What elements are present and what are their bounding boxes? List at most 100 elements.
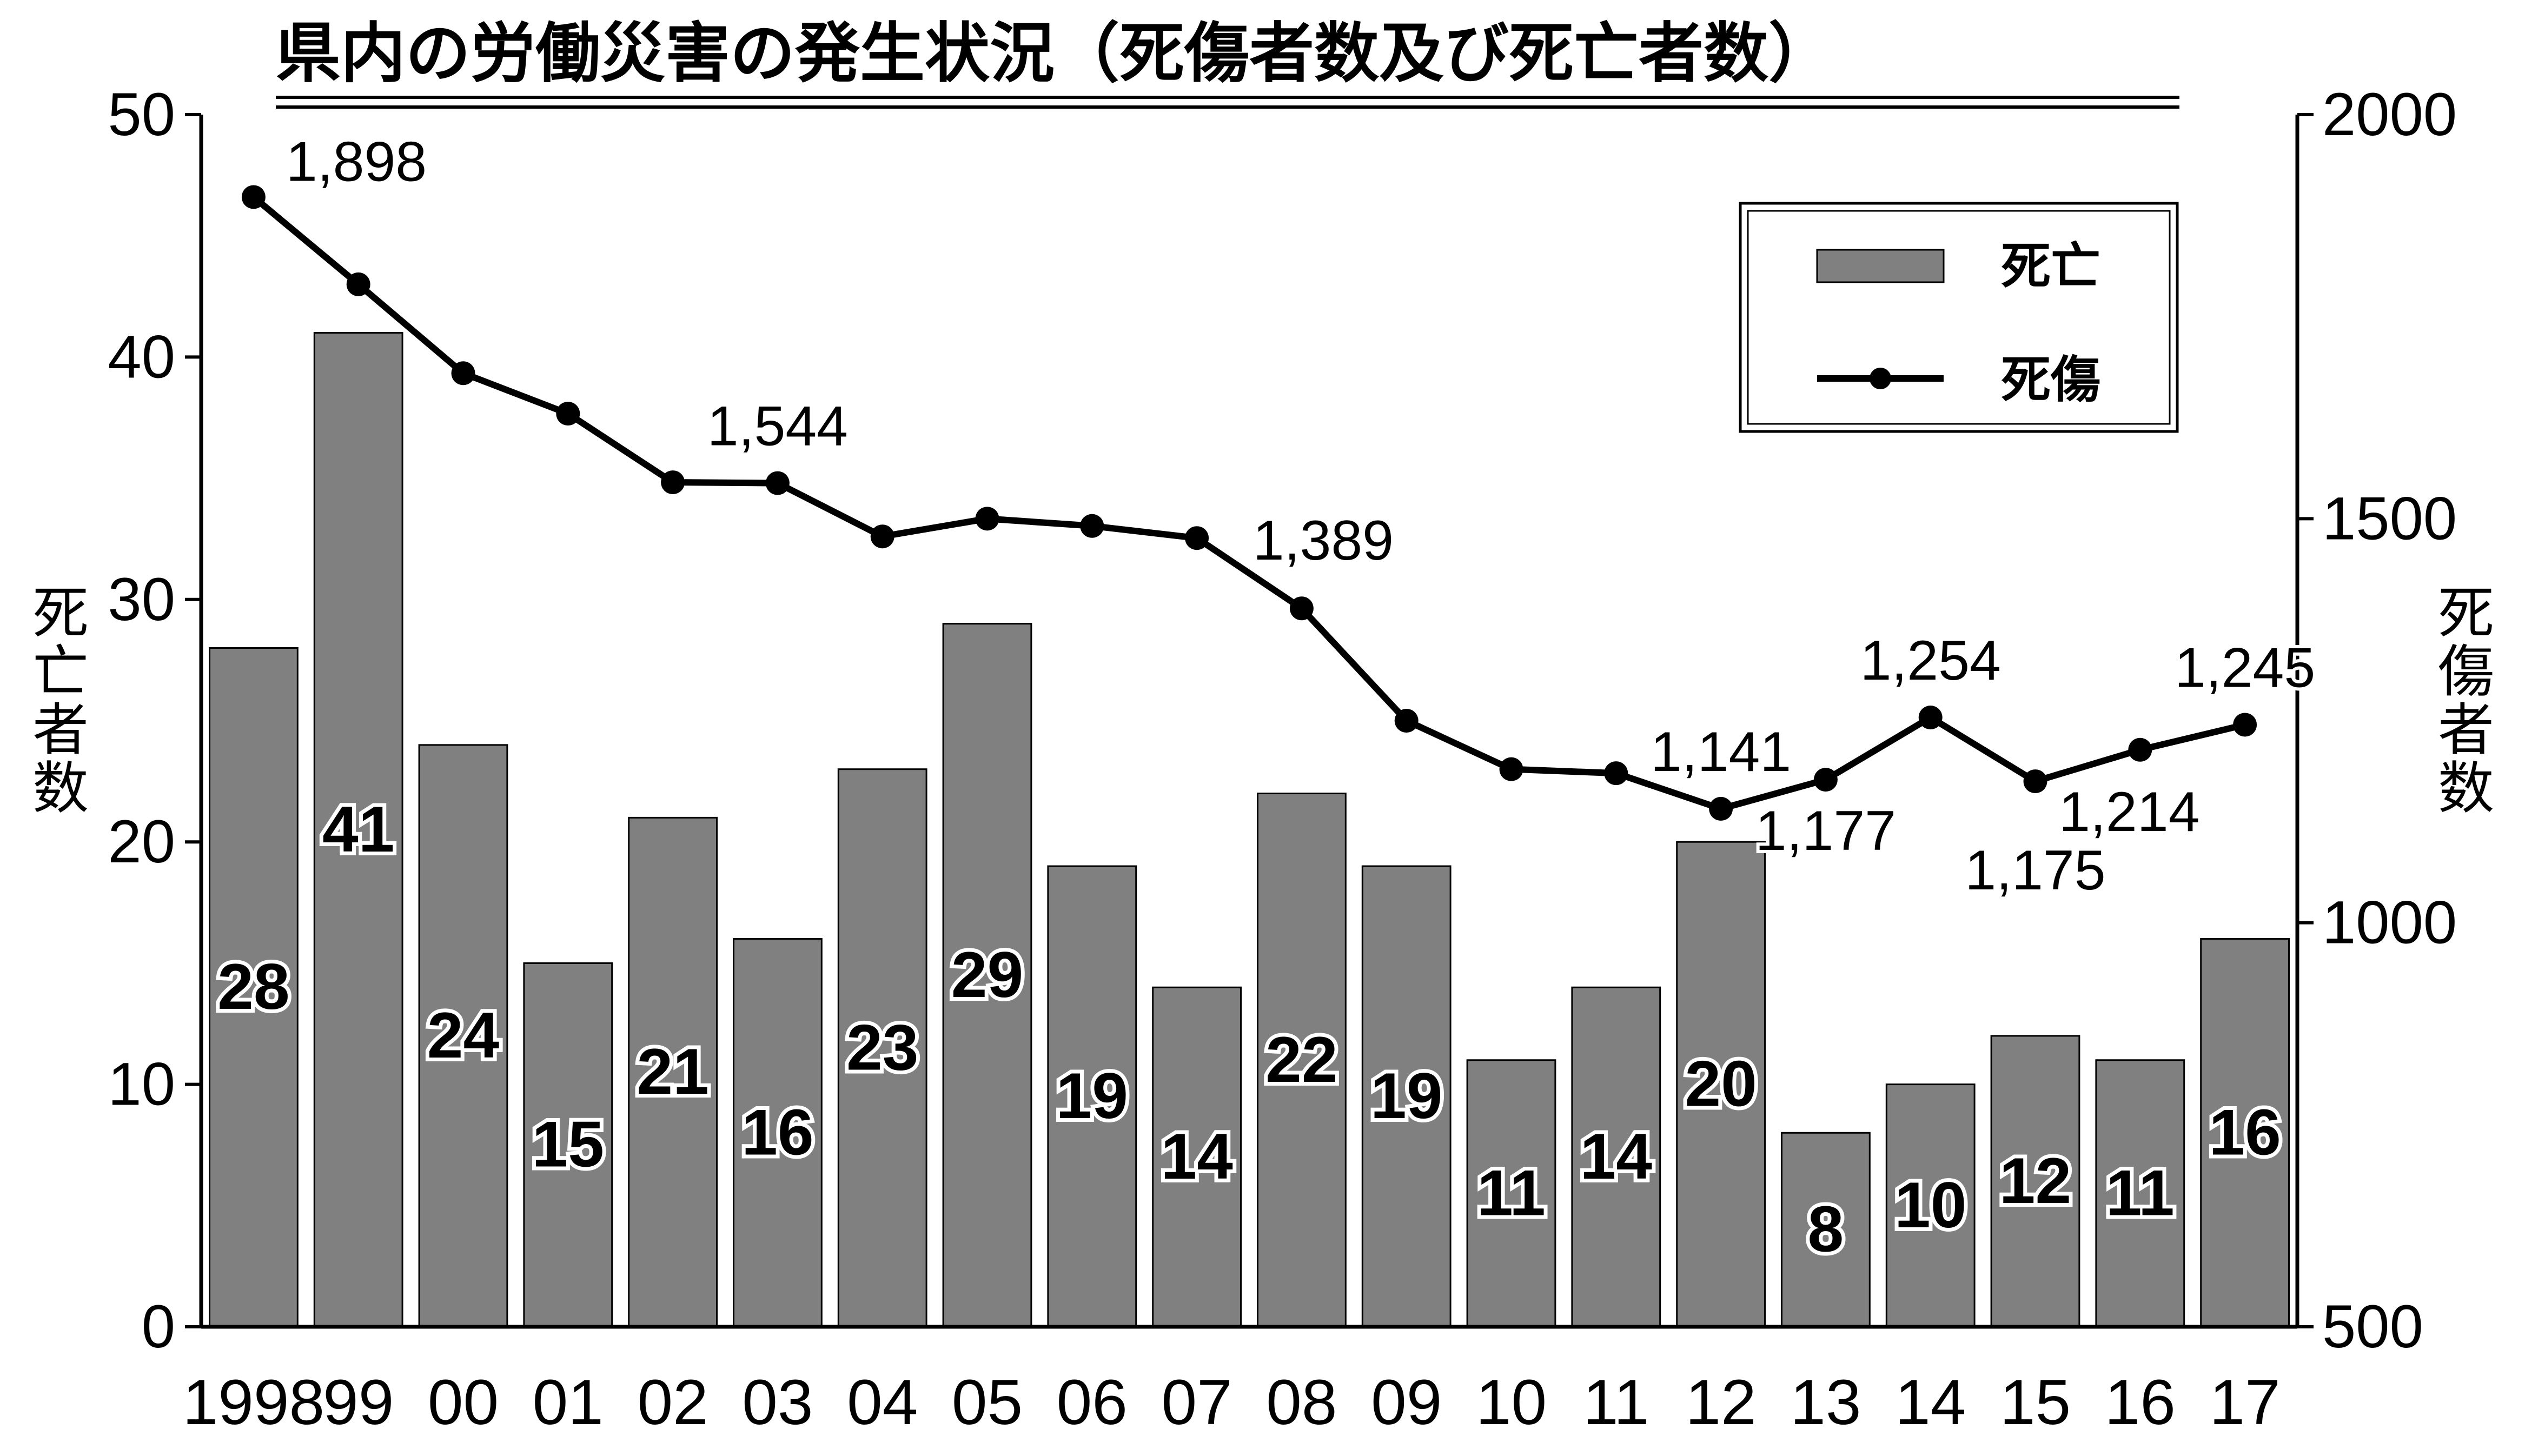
bar-14: [1885, 1083, 1976, 1328]
line-callout-label: 1,389: [1253, 509, 1394, 572]
bar-value-label: 14: [1580, 1120, 1653, 1193]
line-point: [1394, 709, 1419, 733]
line-point: [451, 361, 475, 385]
line-callout-label: 1,177: [1755, 800, 1896, 862]
bar-value-label: 15: [532, 1108, 604, 1181]
bar-value-label: 14: [1161, 1120, 1233, 1193]
line-callout-label: 1,141: [1651, 721, 1791, 783]
line-point: [1499, 757, 1523, 781]
right-axis-title: 死傷者数: [2438, 580, 2494, 821]
bar-03: [733, 938, 823, 1328]
bar-value-label: 19: [1056, 1060, 1128, 1132]
bar-value-label: 10: [1894, 1169, 1966, 1241]
line-callout-label: 1,175: [1965, 839, 2105, 902]
legend: 死亡 死傷: [1739, 202, 2179, 433]
line-point: [1709, 796, 1733, 821]
line-point: [1289, 596, 1314, 621]
line-point: [870, 524, 894, 549]
line-series-path: [251, 194, 2246, 812]
bar-value-label: 21: [637, 1035, 708, 1108]
bar-value-label: 41: [322, 793, 394, 866]
legend-swatch-bar: [1816, 249, 1945, 283]
bar-value-label: 16: [2209, 1096, 2281, 1168]
bar-01: [523, 962, 613, 1328]
bar-12: [1676, 841, 1766, 1328]
line-callout-label: 1,544: [707, 395, 848, 458]
right-axis: 500 1000 1500 2000: [2295, 81, 2457, 1360]
bar-99: [313, 332, 403, 1328]
chart-title: 県内の労働災害の発生状況（死傷者数及び死亡者数）: [276, 16, 1833, 91]
bar-value-label: 11: [2106, 1156, 2175, 1229]
bar-07: [1152, 986, 1242, 1328]
left-axis: 0 10 20 30 40 50: [108, 81, 203, 1360]
x-tick-label: 14: [1895, 1367, 1966, 1438]
x-tick-label: 15: [2000, 1367, 2071, 1438]
bar-value-label: 11: [1477, 1156, 1546, 1229]
x-tick-label: 01: [533, 1367, 604, 1438]
x-tick-label: 05: [952, 1367, 1023, 1438]
x-tick-label: 11: [1583, 1367, 1649, 1438]
bar-09: [1361, 865, 1452, 1328]
right-tick-label: 500: [2322, 1293, 2423, 1360]
left-tick-label: 10: [108, 1051, 175, 1118]
x-tick-label: 03: [742, 1367, 813, 1438]
line-point: [2128, 737, 2152, 762]
bar-value-label: 29: [951, 939, 1023, 1011]
line-point: [1604, 761, 1628, 786]
right-tick-label: 1500: [2322, 484, 2457, 552]
line-point: [1185, 526, 1209, 550]
line-point: [2233, 713, 2257, 737]
legend-label-line: 死傷: [2001, 351, 2100, 409]
bar-06: [1047, 865, 1137, 1328]
x-tick-label: 08: [1266, 1367, 1337, 1438]
bar-1998: [209, 647, 299, 1328]
line-point: [1918, 706, 1943, 730]
right-tick-label: 2000: [2322, 81, 2457, 148]
line-point: [1813, 768, 1838, 792]
line-callouts: 1,898 1,544 1,389 1,141 1,177 1,254 1,1751,214…: [283, 127, 2318, 905]
left-tick-label: 30: [108, 566, 175, 633]
x-tick-label: 09: [1371, 1367, 1442, 1438]
x-tick-label: 06: [1057, 1367, 1128, 1438]
line-point: [556, 402, 580, 426]
x-tick-label: 02: [637, 1367, 708, 1438]
x-tick-label: 00: [428, 1367, 499, 1438]
line-callout-label: 1,214: [2059, 781, 2199, 843]
bar-17: [2200, 938, 2290, 1328]
left-tick-label: 40: [108, 323, 175, 390]
x-tick-label: 16: [2105, 1367, 2176, 1438]
left-tick-label: 50: [108, 81, 175, 148]
line-point: [975, 507, 999, 531]
bar-16: [2095, 1059, 2185, 1328]
line-series-group: [241, 185, 2257, 821]
x-tick-label: 1998: [183, 1367, 325, 1438]
bar-15: [1990, 1035, 2080, 1328]
right-tick-label: 1000: [2322, 889, 2457, 956]
bar-08: [1257, 793, 1347, 1328]
legend-swatch-marker: [1870, 368, 1891, 389]
bar-value-label: 28: [217, 950, 289, 1023]
bar-10: [1466, 1059, 1556, 1328]
line-callout-label: 1,245: [2175, 636, 2315, 699]
bar-02: [628, 816, 718, 1328]
bar-value-label: 24: [427, 999, 500, 1072]
line-point: [765, 471, 790, 495]
line-point: [1080, 514, 1104, 538]
bar-13: [1781, 1132, 1871, 1328]
x-tick-label: 12: [1685, 1367, 1756, 1438]
legend-frame-inner: [1747, 210, 2171, 425]
left-tick-label: 0: [142, 1293, 175, 1360]
line-point: [346, 272, 370, 296]
bar-value-label: 12: [1999, 1145, 2071, 1217]
bar-value-label: 16: [741, 1096, 813, 1168]
bar-value-label: 22: [1265, 1023, 1337, 1096]
line-point: [2023, 769, 2047, 794]
line-callout-label: 1,254: [1860, 629, 2001, 692]
bar-value-label: 8: [1808, 1193, 1844, 1266]
x-tick-label: 13: [1790, 1367, 1861, 1438]
left-axis-title: 死亡者数: [32, 580, 89, 821]
x-tick-label: 17: [2209, 1367, 2280, 1438]
legend-frame-outer: [1739, 202, 2179, 433]
